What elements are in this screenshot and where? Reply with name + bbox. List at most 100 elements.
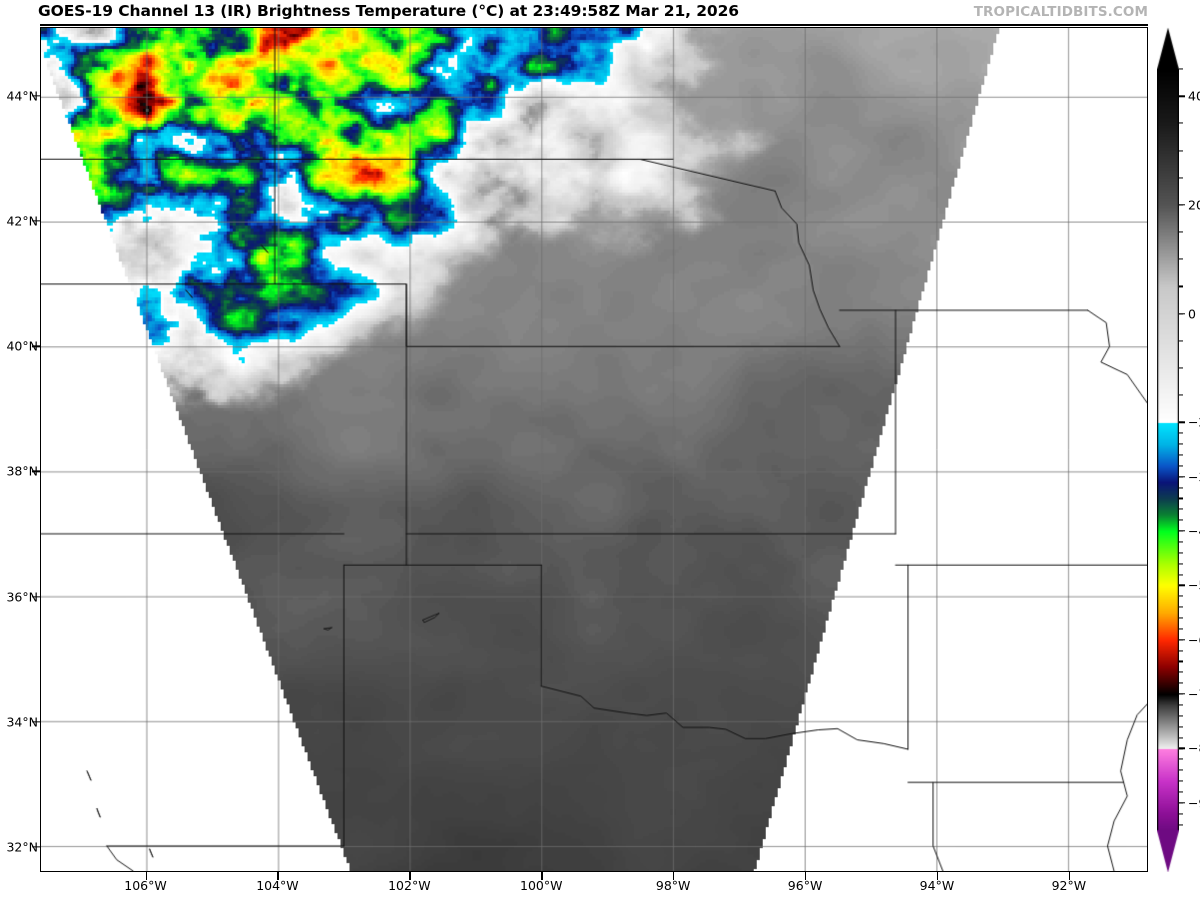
colorbar-major-tick: [1179, 312, 1185, 315]
colorbar-minor-tick: [1179, 432, 1183, 434]
colorbar-minor-tick: [1179, 122, 1183, 124]
colorbar-minor-tick: [1179, 541, 1183, 543]
colorbar-major-tick: [1179, 421, 1185, 424]
ytick-label: 44°N: [6, 88, 38, 104]
colorbar-minor-tick: [1179, 704, 1183, 706]
xtick-label: 98°W: [655, 878, 691, 893]
xtick-label: 104°W: [256, 878, 299, 893]
xtick-label: 92°W: [1051, 878, 1087, 893]
xtick-label: 94°W: [919, 878, 955, 893]
ytick-label: 42°N: [6, 213, 38, 229]
colorbar-label: −20: [1188, 414, 1200, 430]
colorbar-minor-tick: [1179, 715, 1183, 717]
colorbar-label: −90: [1188, 795, 1200, 811]
colorbar-minor-tick: [1179, 573, 1183, 576]
ytick-label: 36°N: [6, 589, 38, 605]
map-borders-and-gridlines-overlay: [41, 28, 1147, 871]
colorbar-label: 20: [1188, 197, 1200, 213]
xtick-mark: [1068, 872, 1071, 880]
colorbar-minor-tick: [1179, 726, 1183, 728]
colorbar-gradient: [1157, 27, 1179, 872]
colorbar-minor-tick: [1179, 617, 1183, 619]
colorbar-major-tick: [1179, 584, 1185, 587]
colorbar-minor-tick: [1179, 149, 1183, 152]
colorbar-minor-tick: [1179, 231, 1183, 233]
colorbar-minor-tick: [1179, 552, 1183, 554]
ytick-mark: [32, 95, 40, 97]
ytick-mark: [32, 846, 40, 848]
colorbar-major-tick: [1179, 475, 1185, 478]
ytick-label: 32°N: [6, 839, 38, 855]
colorbar-minor-tick: [1179, 497, 1183, 499]
colorbar-minor-tick: [1179, 394, 1183, 396]
ytick-mark: [32, 721, 40, 723]
colorbar-label: 0: [1188, 306, 1196, 322]
colorbar-major-tick: [1179, 204, 1185, 206]
map-plot-area[interactable]: [40, 27, 1148, 872]
colorbar-minor-tick: [1179, 508, 1183, 510]
colorbar-minor-tick: [1179, 595, 1183, 597]
colorbar-label: −30: [1188, 469, 1200, 485]
colorbar-label: −70: [1188, 686, 1200, 702]
colorbar-minor-tick: [1179, 258, 1183, 260]
xtick-label: 96°W: [787, 878, 823, 893]
colorbar-label: −50: [1188, 577, 1200, 593]
ytick-label: 40°N: [6, 338, 38, 354]
xtick-mark: [936, 872, 939, 880]
colorbar-minor-tick: [1179, 177, 1183, 179]
colorbar-label: −80: [1188, 740, 1200, 756]
xtick-mark: [673, 872, 675, 880]
colorbar-minor-tick: [1179, 682, 1183, 684]
colorbar-minor-tick: [1179, 443, 1183, 445]
colorbar-minor-tick: [1179, 340, 1183, 342]
colorbar-label: −60: [1188, 632, 1200, 648]
colorbar-minor-tick: [1179, 660, 1183, 663]
xtick-mark: [145, 872, 147, 880]
colorbar-minor-tick: [1179, 813, 1183, 815]
colorbar-minor-tick: [1179, 285, 1183, 287]
colorbar-label: −40: [1188, 523, 1200, 539]
colorbar-minor-tick: [1179, 780, 1183, 782]
title-row: GOES-19 Channel 13 (IR) Brightness Tempe…: [0, 0, 1200, 26]
colorbar-minor-tick: [1179, 454, 1183, 456]
xtick-label: 102°W: [388, 878, 431, 893]
xtick-mark: [805, 872, 807, 880]
xtick-mark: [541, 872, 543, 880]
colorbar-minor-tick: [1179, 68, 1183, 70]
ytick-label: 34°N: [6, 714, 38, 730]
ytick-mark: [32, 220, 40, 222]
ytick-label: 38°N: [6, 463, 38, 479]
colorbar-minor-tick: [1179, 519, 1183, 521]
colorbar-minor-tick: [1179, 791, 1183, 793]
colorbar-minor-tick: [1179, 487, 1183, 489]
colorbar-minor-tick: [1179, 367, 1183, 369]
colorbar-minor-tick: [1179, 465, 1183, 467]
colorbar-minor-tick: [1179, 671, 1183, 673]
colorbar-label: 40: [1188, 88, 1200, 104]
xtick-mark: [277, 872, 279, 880]
colorbar-major-tick: [1179, 530, 1185, 532]
page-title: GOES-19 Channel 13 (IR) Brightness Tempe…: [38, 2, 739, 20]
xtick-mark: [409, 872, 411, 880]
colorbar-major-tick: [1179, 802, 1185, 804]
colorbar-minor-tick: [1179, 824, 1183, 826]
colorbar-minor-tick: [1179, 737, 1183, 739]
xtick-label: 100°W: [520, 878, 563, 893]
xtick-label: 106°W: [124, 878, 167, 893]
colorbar-major-tick: [1179, 639, 1185, 641]
colorbar-minor-tick: [1179, 606, 1183, 608]
colorbar-minor-tick: [1179, 628, 1183, 630]
colorbar-minor-tick: [1179, 769, 1183, 771]
ytick-mark: [32, 345, 40, 347]
ytick-mark: [32, 595, 40, 598]
colorbar-minor-tick: [1179, 650, 1183, 652]
colorbar[interactable]: [1157, 27, 1179, 872]
title-underline: [40, 24, 1148, 26]
colorbar-minor-tick: [1179, 758, 1183, 760]
colorbar-major-tick: [1179, 693, 1185, 695]
watermark-tropicaltidbits: TROPICALTIDBITS.COM: [973, 4, 1148, 20]
ytick-mark: [32, 470, 40, 473]
colorbar-major-tick: [1179, 747, 1185, 750]
colorbar-major-tick: [1179, 95, 1185, 97]
